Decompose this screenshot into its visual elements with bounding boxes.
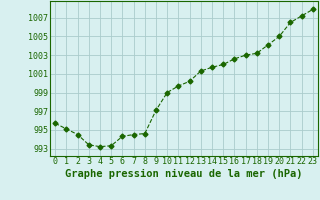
X-axis label: Graphe pression niveau de la mer (hPa): Graphe pression niveau de la mer (hPa) bbox=[65, 169, 303, 179]
